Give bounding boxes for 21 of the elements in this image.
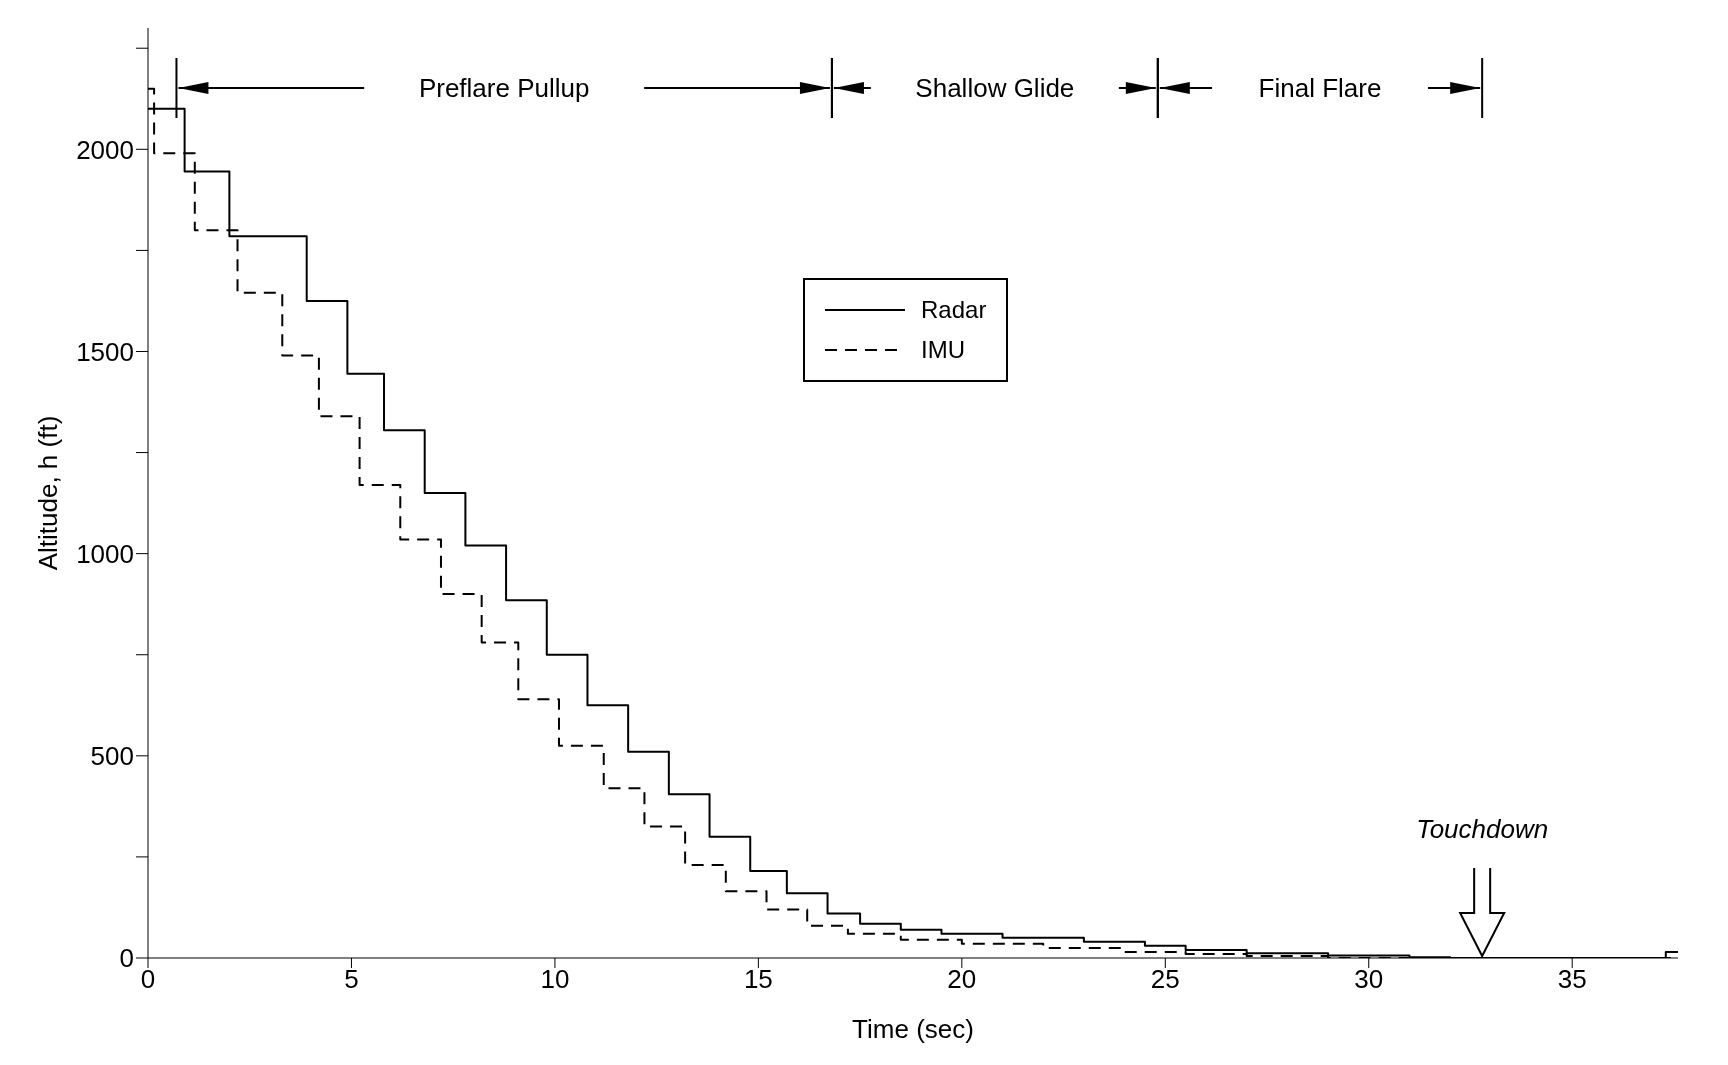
- x-tick-label: 15: [743, 964, 773, 995]
- x-axis-title: Time (sec): [852, 1014, 974, 1044]
- x-tick-label: 35: [1557, 964, 1587, 995]
- y-tick-label: 1500: [76, 336, 134, 367]
- legend-label: Radar: [921, 296, 987, 324]
- y-tick-label: 2000: [76, 134, 134, 165]
- annotation: Final Flare: [1258, 73, 1382, 103]
- x-tick-label: 30: [1354, 964, 1384, 995]
- annotation: Touchdown: [1416, 814, 1549, 844]
- y-axis-title: Altitude, h (ft): [33, 415, 64, 571]
- annotation: Preflare Pullup: [418, 73, 590, 103]
- x-tick-label: 10: [540, 964, 570, 995]
- legend-label: IMU: [921, 336, 965, 364]
- x-tick-label: 25: [1150, 964, 1180, 995]
- y-tick-label: 500: [90, 741, 134, 772]
- y-tick-label: 0: [119, 943, 134, 974]
- annotation: Shallow Glide: [915, 73, 1075, 103]
- x-tick-label: 0: [140, 964, 156, 995]
- x-tick-label: 20: [947, 964, 977, 995]
- x-tick-label: 5: [344, 964, 359, 995]
- y-tick-label: 1000: [76, 538, 134, 569]
